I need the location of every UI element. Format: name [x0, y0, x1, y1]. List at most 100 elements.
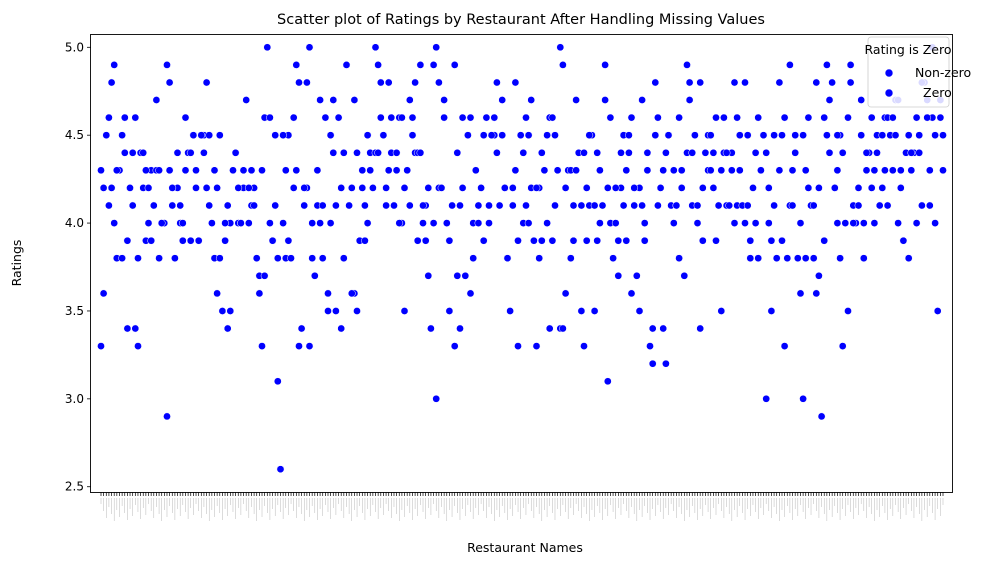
point-non-zero-296	[867, 184, 876, 192]
point-non-zero-193	[601, 61, 609, 69]
point-zero-136	[561, 184, 570, 192]
point-zero-211	[820, 113, 829, 122]
point-non-zero-255	[762, 148, 771, 157]
point-zero-181	[717, 307, 726, 315]
point-zero-10	[131, 113, 140, 122]
point-non-zero-73	[287, 254, 295, 263]
point-zero-232	[891, 131, 900, 140]
point-zero-25	[181, 166, 190, 175]
point-zero-114	[487, 131, 496, 140]
point-non-zero-190	[593, 236, 602, 245]
point-zero-59	[300, 184, 309, 192]
point-zero-147	[601, 96, 609, 104]
point-zero-174	[693, 219, 702, 227]
point-non-zero-306	[894, 219, 902, 227]
point-zero-58	[295, 78, 303, 87]
point-zero-14	[144, 219, 153, 227]
point-non-zero-12	[128, 201, 137, 210]
point-non-zero-67	[271, 201, 280, 210]
point-non-zero-270	[801, 254, 810, 263]
point-zero-26	[186, 236, 195, 245]
point-non-zero-51	[229, 166, 237, 175]
point-zero-99	[435, 78, 443, 87]
point-zero-84	[384, 78, 393, 87]
point-zero-104	[453, 148, 462, 157]
point-non-zero-70	[279, 219, 287, 227]
point-non-zero-275	[815, 184, 823, 192]
point-non-zero-277	[820, 236, 829, 245]
point-non-zero-286	[841, 219, 850, 227]
point-non-zero-308	[899, 236, 908, 245]
point-zero-74	[350, 96, 359, 104]
point-zero-163	[654, 113, 662, 122]
point-zero-206	[801, 166, 810, 175]
point-zero-199	[778, 131, 786, 140]
point-zero-109	[469, 254, 478, 263]
point-non-zero-160	[514, 342, 522, 350]
point-zero-8	[123, 236, 132, 245]
point-non-zero-254	[759, 131, 768, 140]
y-tick-label-4: 4.5	[65, 128, 84, 142]
y-tick-label-1: 3.0	[65, 392, 84, 406]
point-zero-75	[353, 148, 361, 157]
point-zero-234	[896, 184, 905, 192]
point-zero-51	[271, 131, 280, 140]
point-zero-21	[168, 184, 177, 192]
point-zero-36	[221, 219, 229, 227]
point-zero-47	[258, 166, 266, 175]
point-non-zero-239	[720, 113, 728, 122]
point-non-zero-91	[334, 113, 343, 122]
point-non-zero-314	[915, 131, 924, 140]
point-zero-207	[804, 113, 813, 122]
point-non-zero-280	[828, 78, 836, 87]
point-non-zero-159	[511, 78, 520, 87]
point-non-zero-34	[186, 148, 195, 157]
point-zero-49	[266, 113, 274, 122]
point-non-zero-126	[424, 271, 433, 280]
point-zero-60	[303, 78, 311, 87]
point-non-zero-93	[339, 254, 348, 263]
point-non-zero-43	[208, 219, 216, 227]
point-zero-226	[870, 166, 879, 175]
point-zero-108	[466, 113, 475, 122]
point-non-zero-234	[706, 166, 715, 175]
point-zero-5	[112, 166, 121, 175]
point-zero-172	[685, 78, 694, 87]
point-non-zero-214	[654, 201, 662, 210]
point-zero-168	[672, 201, 681, 210]
legend-title: Rating is Zero	[865, 42, 952, 57]
point-non-zero-184	[577, 307, 586, 315]
point-non-zero-87	[324, 289, 332, 298]
point-non-zero-30	[176, 201, 185, 210]
point-zero-203	[791, 148, 800, 157]
point-non-zero-134	[445, 307, 454, 315]
point-non-zero-110	[384, 166, 393, 175]
point-zero-196	[767, 307, 776, 315]
point-non-zero-75	[292, 166, 301, 175]
point-zero-101	[442, 219, 451, 227]
point-zero-158	[638, 96, 646, 104]
point-zero-112	[479, 236, 488, 245]
point-zero-228	[878, 131, 887, 140]
point-non-zero-82	[310, 271, 319, 280]
point-zero-225	[867, 113, 876, 122]
point-non-zero-287	[844, 307, 852, 315]
point-non-zero-61	[255, 289, 264, 298]
point-non-zero-213	[651, 131, 660, 140]
point-zero-130	[543, 219, 551, 227]
point-non-zero-86	[321, 113, 330, 122]
point-zero-217	[838, 148, 847, 157]
point-zero-155	[627, 289, 636, 298]
point-non-zero-89	[329, 96, 338, 104]
point-non-zero-206	[632, 271, 641, 280]
point-non-zero-84	[316, 96, 324, 104]
point-zero-27	[189, 131, 198, 140]
point-non-zero-203	[625, 148, 633, 157]
point-zero-210	[815, 271, 823, 280]
point-non-zero-22	[155, 254, 163, 263]
point-zero-90	[405, 96, 414, 104]
point-zero-62	[308, 219, 317, 227]
point-zero-246	[939, 166, 947, 175]
point-zero-160	[643, 148, 652, 157]
point-zero-129	[537, 148, 546, 157]
